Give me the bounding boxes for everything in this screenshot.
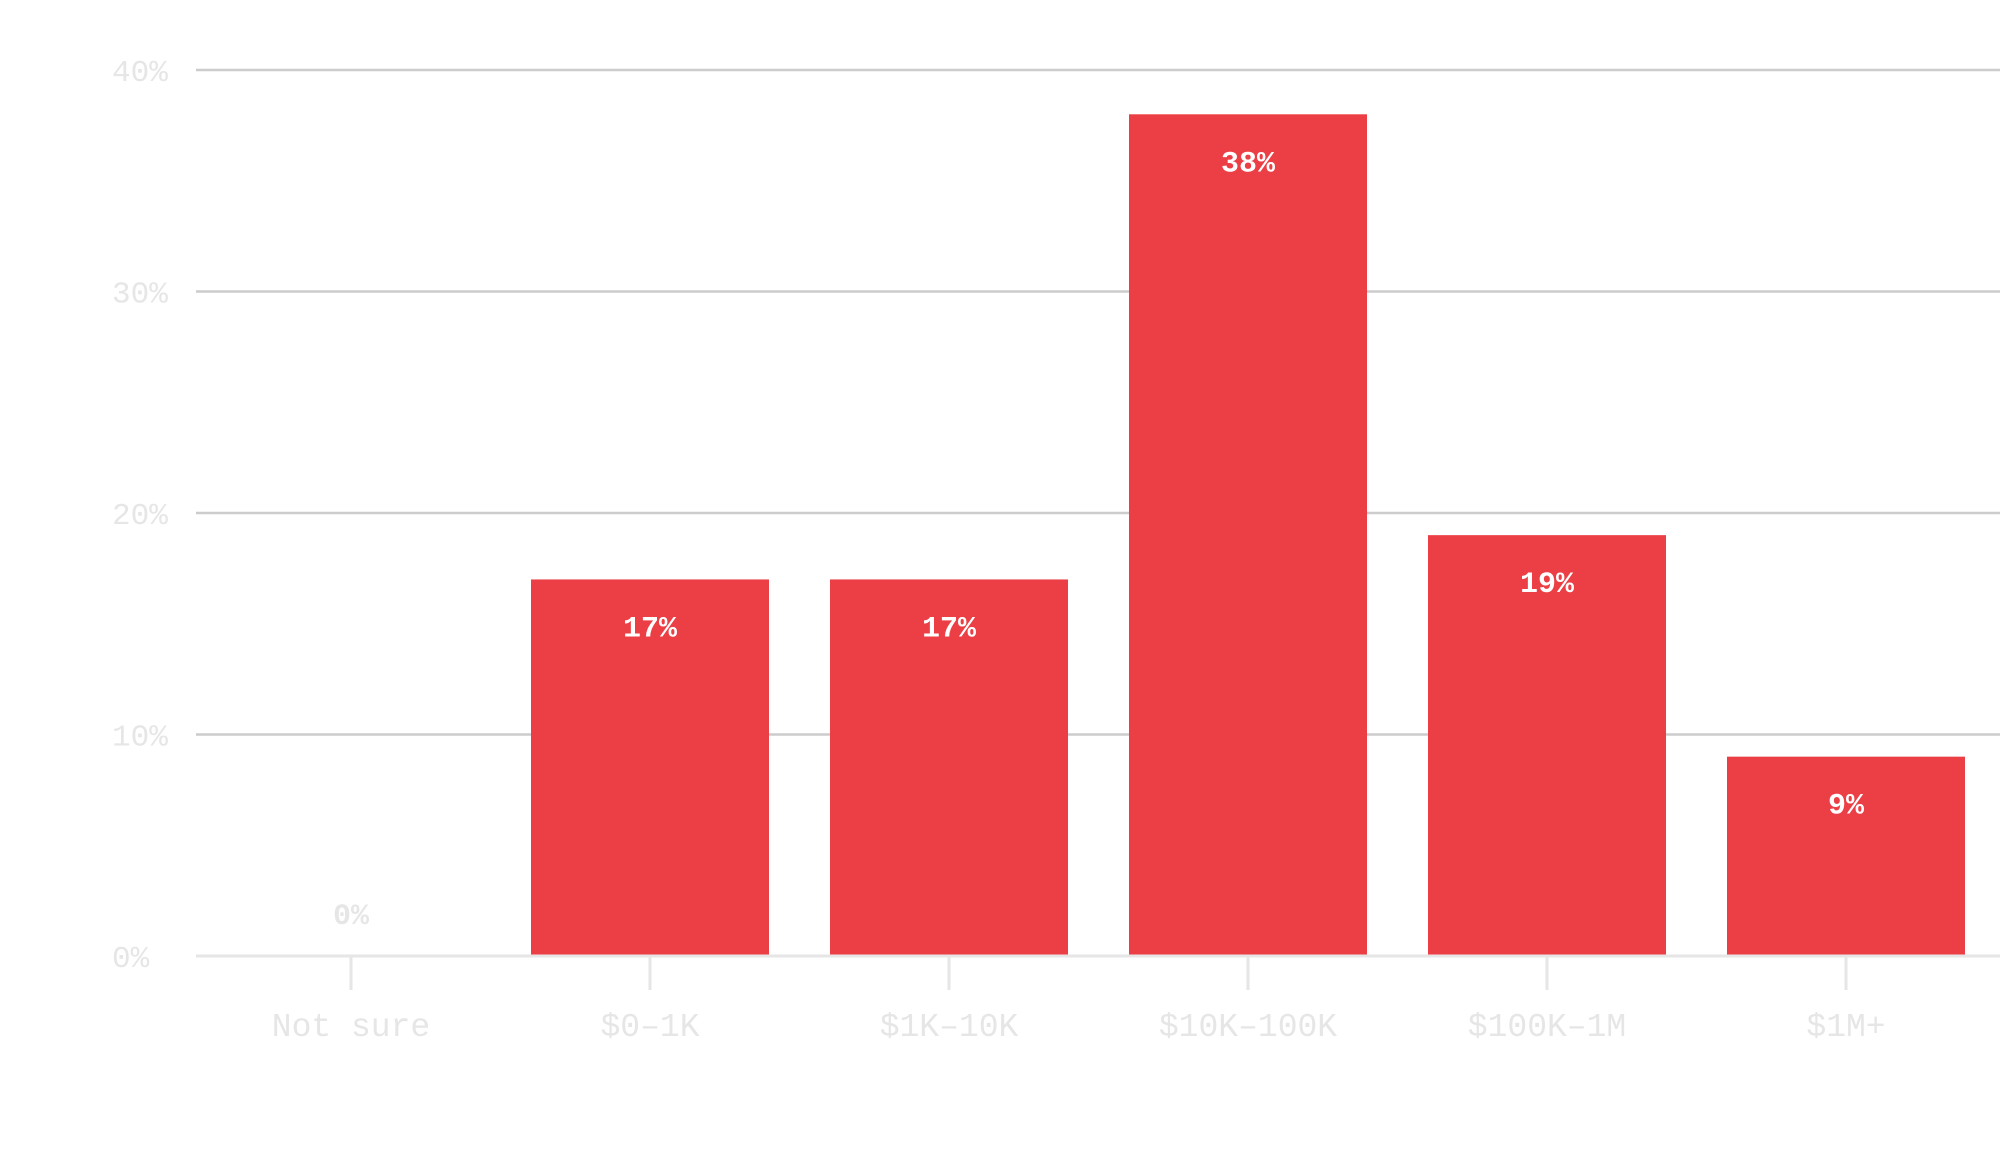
bar xyxy=(531,579,769,956)
bar xyxy=(830,579,1068,956)
data-label: 0% xyxy=(333,900,370,934)
y-tick-label: 40% xyxy=(112,56,168,91)
y-tick-label: 20% xyxy=(112,499,168,534)
bars: 0% 17% 17% 38% 19% 9% xyxy=(333,114,1965,957)
data-label: 17% xyxy=(623,612,678,646)
x-tick-label: $0–1K xyxy=(600,1009,699,1046)
data-label: 17% xyxy=(922,612,977,646)
data-label: 19% xyxy=(1520,568,1575,602)
bar xyxy=(1428,535,1666,956)
data-label: 38% xyxy=(1221,147,1276,181)
x-axis: Not sure $0–1K $1K–10K $10K–100K $100K–1M $1M… xyxy=(196,954,2000,1046)
x-tick-label: $1M+ xyxy=(1806,1009,1885,1046)
x-tick-label: $10K–100K xyxy=(1159,1009,1337,1046)
y-tick-label: 10% xyxy=(112,721,168,756)
x-tick-label: Not sure xyxy=(272,1009,430,1046)
bar xyxy=(1727,756,1965,956)
x-tick-label: $1K–10K xyxy=(880,1009,1019,1046)
data-label: 9% xyxy=(1828,790,1865,824)
gridlines xyxy=(196,68,2000,736)
y-axis-tick-labels: 0% 10% 20% 30% 40% xyxy=(112,56,168,977)
y-tick-label: 30% xyxy=(112,278,168,313)
x-tick-label: $100K–1M xyxy=(1468,1009,1626,1046)
bar xyxy=(1129,114,1367,957)
y-tick-label: 0% xyxy=(112,942,150,977)
